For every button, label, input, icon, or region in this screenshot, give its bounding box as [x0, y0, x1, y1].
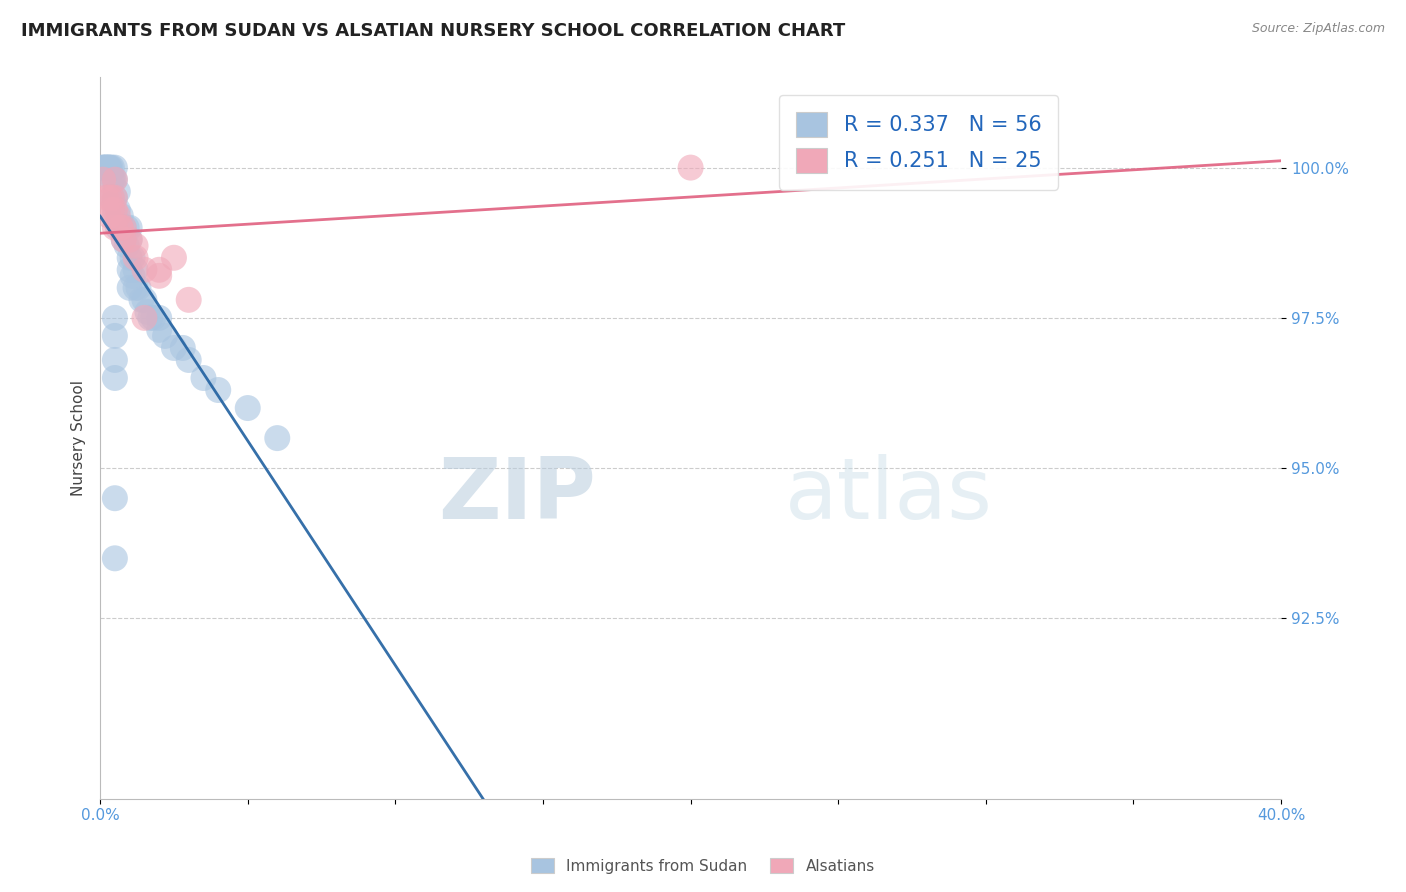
Point — [91, 161, 114, 175]
Point — [148, 262, 170, 277]
Point — [112, 220, 135, 235]
Point — [115, 239, 138, 253]
Point — [94, 161, 117, 175]
Point — [112, 233, 135, 247]
Point — [121, 251, 143, 265]
Text: atlas: atlas — [785, 454, 993, 537]
Point — [101, 161, 124, 175]
Point — [101, 191, 124, 205]
Point — [112, 220, 135, 235]
Legend: Immigrants from Sudan, Alsatians: Immigrants from Sudan, Alsatians — [524, 852, 882, 880]
Point — [96, 161, 118, 175]
Point — [118, 233, 141, 247]
Point — [104, 220, 127, 235]
Point — [104, 491, 127, 506]
Point — [104, 209, 127, 223]
Point — [139, 310, 162, 325]
Point — [93, 161, 115, 175]
Point — [118, 262, 141, 277]
Point — [104, 172, 127, 186]
Point — [153, 329, 176, 343]
Point — [115, 220, 138, 235]
Point — [236, 401, 259, 415]
Point — [101, 191, 124, 205]
Point — [124, 281, 146, 295]
Point — [110, 220, 132, 235]
Point — [107, 220, 129, 235]
Point — [134, 293, 156, 307]
Point — [134, 310, 156, 325]
Point — [148, 323, 170, 337]
Point — [104, 191, 127, 205]
Point — [110, 209, 132, 223]
Point — [104, 353, 127, 368]
Point — [177, 353, 200, 368]
Point — [94, 191, 117, 205]
Point — [107, 209, 129, 223]
Point — [136, 305, 159, 319]
Point — [134, 262, 156, 277]
Legend: R = 0.337   N = 56, R = 0.251   N = 25: R = 0.337 N = 56, R = 0.251 N = 25 — [779, 95, 1059, 190]
Point — [100, 161, 122, 175]
Point — [110, 220, 132, 235]
Point — [112, 233, 135, 247]
Point — [163, 341, 186, 355]
Point — [124, 262, 146, 277]
Point — [104, 202, 127, 217]
Point — [131, 293, 153, 307]
Point — [101, 202, 124, 217]
Point — [101, 172, 124, 186]
Text: Source: ZipAtlas.com: Source: ZipAtlas.com — [1251, 22, 1385, 36]
Point — [98, 161, 121, 175]
Point — [118, 233, 141, 247]
Point — [148, 268, 170, 283]
Point — [177, 293, 200, 307]
Point — [98, 161, 121, 175]
Point — [104, 310, 127, 325]
Point — [91, 172, 114, 186]
Point — [104, 172, 127, 186]
Point — [172, 341, 194, 355]
Point — [163, 251, 186, 265]
Point — [104, 161, 127, 175]
Text: IMMIGRANTS FROM SUDAN VS ALSATIAN NURSERY SCHOOL CORRELATION CHART: IMMIGRANTS FROM SUDAN VS ALSATIAN NURSER… — [21, 22, 845, 40]
Point — [104, 551, 127, 566]
Point — [91, 161, 114, 175]
Y-axis label: Nursery School: Nursery School — [72, 380, 86, 496]
Point — [104, 329, 127, 343]
Point — [207, 383, 229, 397]
Point — [266, 431, 288, 445]
Point — [193, 371, 215, 385]
Point — [118, 281, 141, 295]
Point — [118, 220, 141, 235]
Point — [104, 371, 127, 385]
Point — [124, 251, 146, 265]
Point — [148, 310, 170, 325]
Point — [104, 191, 127, 205]
Point — [142, 310, 165, 325]
Point — [118, 251, 141, 265]
Point — [107, 185, 129, 199]
Point — [98, 191, 121, 205]
Point — [124, 239, 146, 253]
Point — [94, 161, 117, 175]
Point — [107, 202, 129, 217]
Point — [679, 161, 702, 175]
Point — [128, 281, 150, 295]
Point — [121, 268, 143, 283]
Point — [98, 209, 121, 223]
Point — [103, 172, 125, 186]
Text: ZIP: ZIP — [439, 454, 596, 537]
